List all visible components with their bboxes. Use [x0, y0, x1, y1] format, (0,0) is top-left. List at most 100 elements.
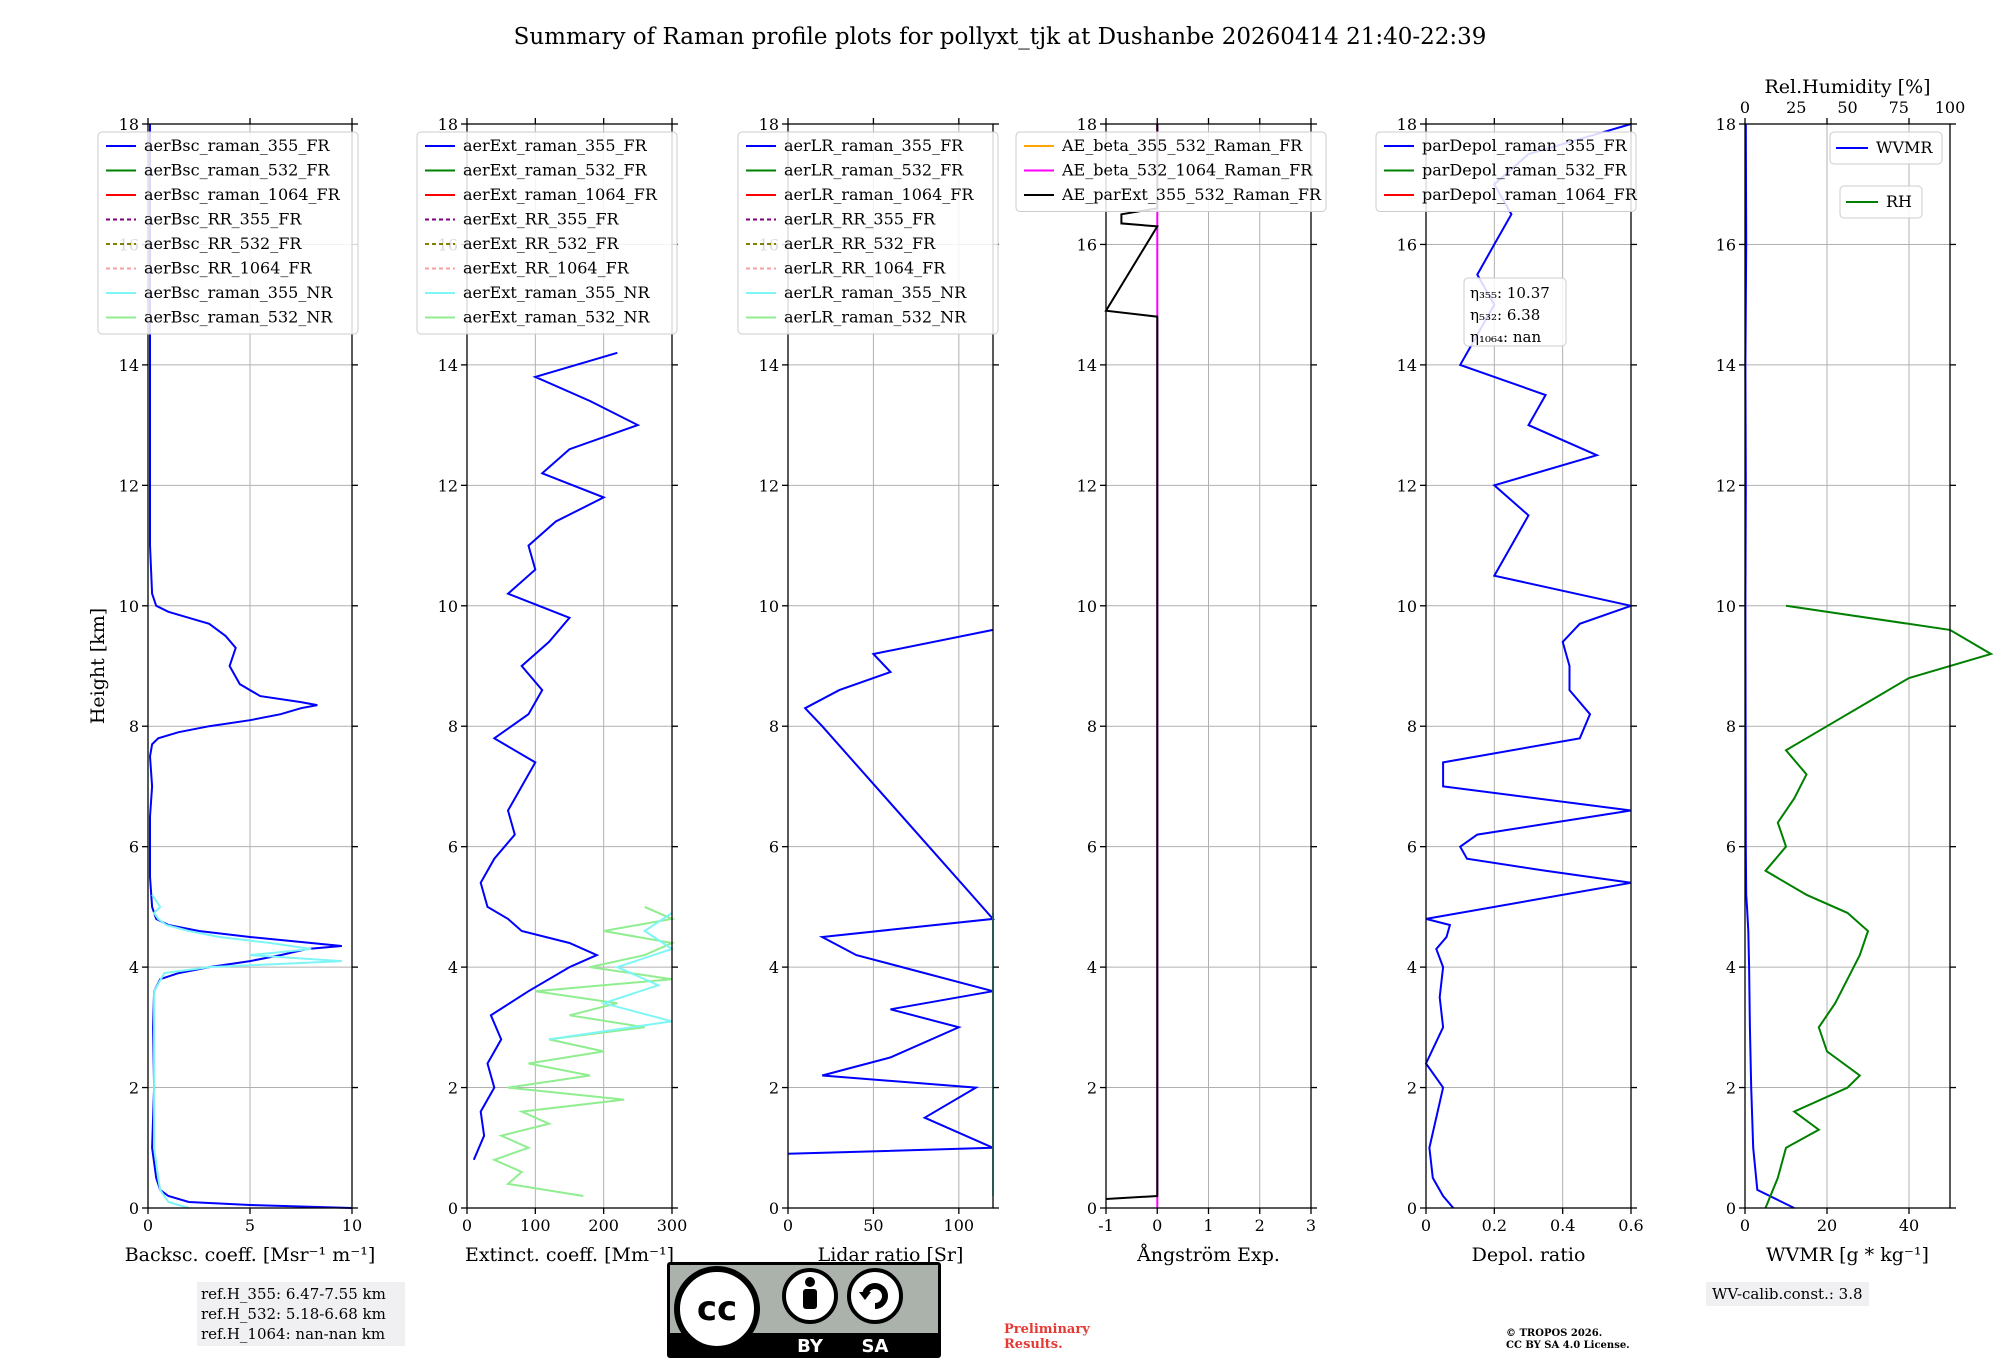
legend-entry: RH — [1886, 192, 1912, 211]
y-tick-label: 4 — [129, 958, 139, 977]
legend-entry: aerExt_raman_1064_FR — [463, 185, 658, 204]
cc-icon-label: cc — [697, 1289, 737, 1329]
y-tick-label: 4 — [1726, 958, 1736, 977]
legend-box — [416, 131, 678, 335]
cc-by-label: BY — [797, 1336, 824, 1357]
y-tick-label: 18 — [759, 115, 779, 134]
legend-entry: aerLR_raman_355_FR — [784, 136, 964, 155]
x-tick-label: 10 — [342, 1216, 362, 1235]
y-tick-label: 8 — [1087, 717, 1097, 736]
y-tick-label: 10 — [438, 597, 458, 616]
legend-entry: aerBsc_RR_532_FR — [144, 234, 302, 253]
panel-extinction: 0246810121416180100200300Extinct. coeff.… — [416, 115, 687, 1266]
y-tick-label: 12 — [1397, 476, 1417, 495]
top-tick-label: 100 — [1935, 98, 1966, 117]
y-tick-label: 8 — [448, 717, 458, 736]
y-tick-label: 4 — [448, 958, 458, 977]
sa-icon — [847, 1268, 903, 1324]
axes-frame — [1744, 123, 1951, 1209]
axes-frame — [466, 123, 673, 1209]
y-tick-label: 6 — [1726, 838, 1736, 857]
panel-lidar_ratio: 024681012141618050100Lidar ratio [Sr]aer… — [737, 115, 999, 1266]
x-tick-label: 50 — [863, 1216, 883, 1235]
x-tick-label: 40 — [1899, 1216, 1919, 1235]
wv-calib-box: WV-calib.const.: 3.8 — [1706, 1282, 1869, 1306]
legend-entry: aerExt_RR_1064_FR — [463, 259, 630, 278]
preliminary-line-2: Results. — [1004, 1337, 1063, 1352]
y-tick-label: 14 — [438, 356, 458, 375]
legend-entry: aerExt_raman_355_FR — [463, 136, 648, 155]
x-axis-label: Depol. ratio — [1472, 1244, 1586, 1266]
legend-box-rh — [1839, 185, 1923, 219]
y-tick-label: 2 — [769, 1079, 779, 1098]
cc-sa-label: SA — [862, 1336, 889, 1357]
legend-entry: AE_parExt_355_532_Raman_FR — [1061, 185, 1322, 204]
x-tick-label: 0 — [462, 1216, 472, 1235]
eta-value: η₁₀₆₄: nan — [1470, 328, 1541, 346]
legend-box — [1015, 131, 1327, 212]
y-tick-label: 8 — [129, 717, 139, 736]
y-tick-label: 4 — [769, 958, 779, 977]
eta-value: η₅₃₂: 6.38 — [1470, 306, 1540, 324]
x-tick-label: 0 — [143, 1216, 153, 1235]
y-tick-label: 14 — [759, 356, 779, 375]
y-tick-label: 18 — [119, 115, 139, 134]
x-axis-label: Ångström Exp. — [1136, 1244, 1280, 1266]
preliminary-note: Preliminary Results. — [1004, 1322, 1090, 1352]
cc-by-sa-logo: cc BY SA — [667, 1262, 941, 1358]
series-WVMR — [1744, 123, 1795, 1209]
legend-entry: aerLR_RR_532_FR — [784, 234, 936, 253]
x-tick-label: 0 — [1740, 1216, 1750, 1235]
x-axis-label: WVMR [g * kg⁻¹] — [1766, 1244, 1929, 1266]
y-tick-label: 16 — [1077, 235, 1097, 254]
legend-entry: aerBsc_RR_1064_FR — [144, 259, 313, 278]
legend-box — [97, 131, 359, 335]
y-tick-label: 2 — [1407, 1079, 1417, 1098]
y-tick-label: 14 — [119, 356, 139, 375]
legend-entry: aerBsc_raman_532_NR — [144, 308, 333, 327]
y-tick-label: 8 — [1407, 717, 1417, 736]
x-tick-label: 0.2 — [1482, 1216, 1507, 1235]
figure-title: Summary of Raman profile plots for polly… — [514, 24, 1487, 50]
legend-entry: aerExt_raman_532_FR — [463, 161, 648, 180]
y-tick-label: 0 — [769, 1199, 779, 1218]
y-tick-label: 14 — [1716, 356, 1736, 375]
y-tick-label: 12 — [438, 476, 458, 495]
x-tick-label: 3 — [1306, 1216, 1316, 1235]
y-tick-label: 16 — [1397, 235, 1417, 254]
legend-entry: aerExt_RR_355_FR — [463, 210, 620, 229]
y-tick-label: 16 — [1716, 235, 1736, 254]
legend-entry: aerBsc_RR_355_FR — [144, 210, 302, 229]
y-tick-label: 12 — [1716, 476, 1736, 495]
legend-entry: parDepol_raman_355_FR — [1422, 136, 1628, 155]
y-tick-label: 6 — [1087, 838, 1097, 857]
legend-entry: aerLR_RR_355_FR — [784, 210, 936, 229]
top-tick-label: 50 — [1837, 98, 1857, 117]
eta-value: η₃₅₅: 10.37 — [1470, 284, 1550, 302]
series-AE_parExt_355_532_Raman_FR — [1104, 124, 1159, 1200]
y-tick-label: 18 — [1716, 115, 1736, 134]
series-aerExt_raman_532_NR — [491, 905, 676, 1197]
y-tick-label: 6 — [769, 838, 779, 857]
y-tick-label: 4 — [1087, 958, 1097, 977]
x-tick-label: 5 — [245, 1216, 255, 1235]
series-aerExt_raman_355_FR — [472, 351, 641, 1161]
legend-entry: aerExt_RR_532_FR — [463, 234, 620, 253]
legend-entry: aerBsc_raman_355_FR — [144, 136, 330, 155]
y-tick-label: 10 — [1397, 597, 1417, 616]
x-tick-label: 100 — [520, 1216, 551, 1235]
y-tick-label: 18 — [438, 115, 458, 134]
eta-box — [1463, 277, 1567, 347]
x-tick-label: 100 — [944, 1216, 975, 1235]
y-tick-label: 14 — [1397, 356, 1417, 375]
y-tick-label: 14 — [1077, 356, 1097, 375]
cc-icon — [674, 1266, 760, 1352]
y-tick-label: 0 — [1087, 1199, 1097, 1218]
y-tick-label: 0 — [129, 1199, 139, 1218]
x-tick-label: 0.4 — [1550, 1216, 1575, 1235]
y-tick-label: 2 — [448, 1079, 458, 1098]
legend-box — [1375, 131, 1637, 212]
